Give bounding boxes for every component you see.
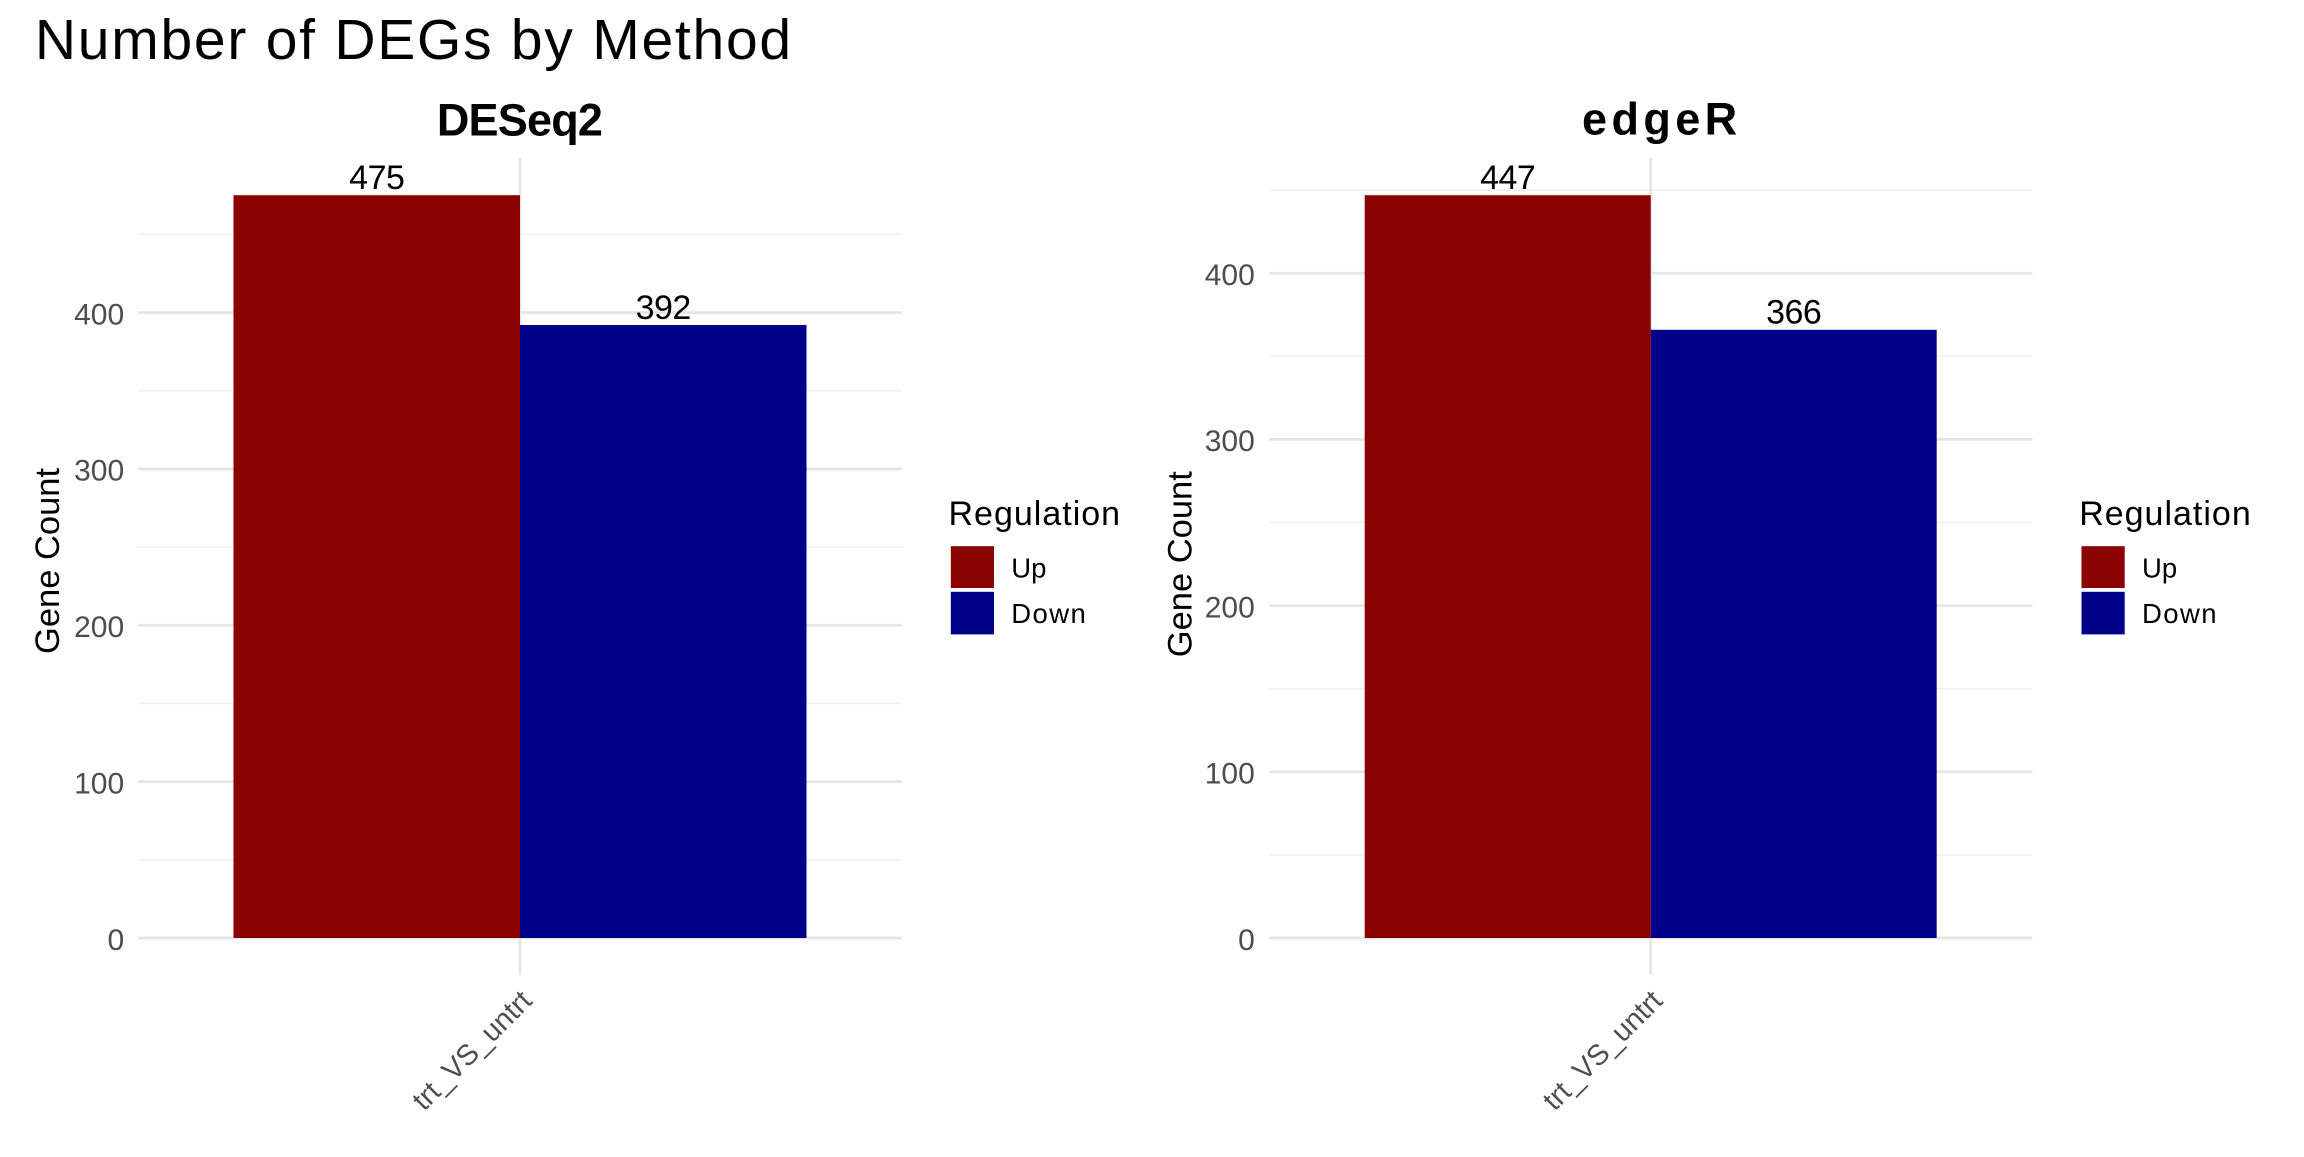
svg-text:Regulation: Regulation [2079, 495, 2252, 533]
svg-text:200: 200 [74, 611, 124, 644]
svg-text:Number of DEGs by Method: Number of DEGs by Method [35, 8, 793, 72]
svg-text:300: 300 [1205, 425, 1255, 458]
svg-text:400: 400 [74, 298, 124, 331]
svg-text:100: 100 [74, 767, 124, 800]
svg-text:447: 447 [1480, 159, 1535, 197]
svg-text:400: 400 [1205, 259, 1255, 292]
svg-text:Down: Down [1011, 598, 1087, 629]
svg-text:366: 366 [1766, 294, 1821, 332]
svg-text:0: 0 [108, 924, 125, 957]
svg-text:0: 0 [1238, 924, 1255, 957]
svg-text:Down: Down [2142, 598, 2218, 629]
svg-text:300: 300 [74, 455, 124, 488]
svg-text:475: 475 [349, 159, 404, 197]
svg-text:392: 392 [636, 289, 691, 327]
svg-text:Regulation: Regulation [949, 495, 1122, 533]
svg-text:DESeq2: DESeq2 [437, 94, 602, 145]
svg-text:200: 200 [1205, 591, 1255, 624]
svg-text:Gene Count: Gene Count [29, 468, 67, 654]
svg-text:Up: Up [1011, 552, 1046, 583]
svg-text:edgeR: edgeR [1582, 94, 1742, 145]
svg-text:Gene Count: Gene Count [1161, 471, 1199, 657]
svg-text:Up: Up [2142, 552, 2177, 583]
svg-text:100: 100 [1205, 758, 1255, 791]
